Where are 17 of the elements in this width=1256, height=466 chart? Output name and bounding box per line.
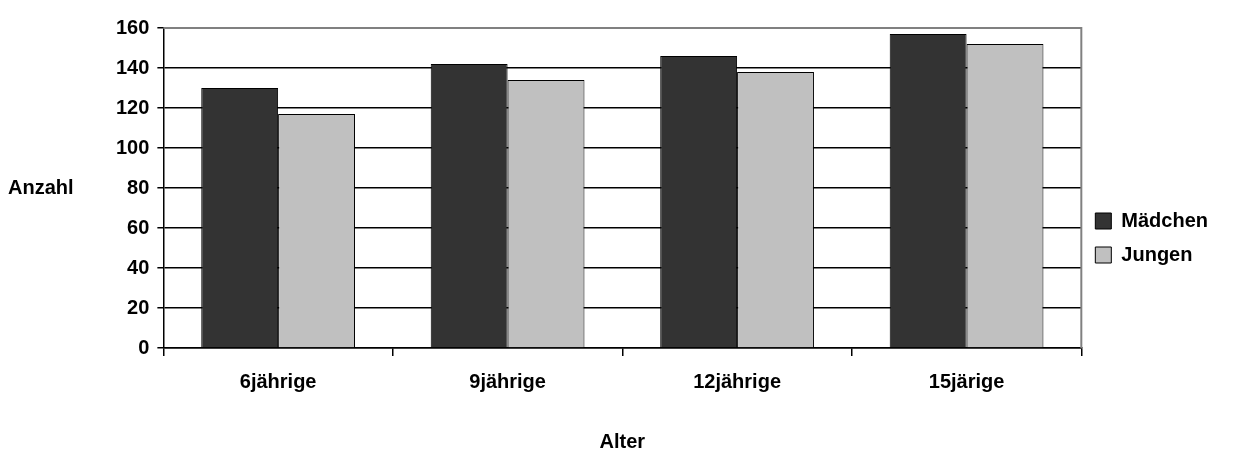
y-tick-label: 60 xyxy=(127,215,150,238)
x-tick-label: 6jährige xyxy=(239,369,317,392)
x-tick-label: 12jährige xyxy=(693,369,781,392)
y-tick-label: 40 xyxy=(127,255,150,278)
y-tick-label: 0 xyxy=(138,335,150,358)
y-tick-label: 140 xyxy=(115,55,150,78)
x-tick-label: 15järige xyxy=(928,369,1005,392)
y-tick-label: 100 xyxy=(115,135,150,158)
legend-label: Jungen xyxy=(1121,242,1193,265)
y-tick-label: 120 xyxy=(115,95,150,118)
y-tick-label: 80 xyxy=(127,175,150,198)
y-tick-label: 20 xyxy=(127,295,150,318)
y-tick-label: 160 xyxy=(115,15,150,38)
y-axis-title: Anzahl xyxy=(8,175,74,198)
x-axis-title: Alter xyxy=(599,429,646,452)
legend-label: Mädchen xyxy=(1121,208,1209,231)
x-tick-label: 9jährige xyxy=(469,369,546,392)
